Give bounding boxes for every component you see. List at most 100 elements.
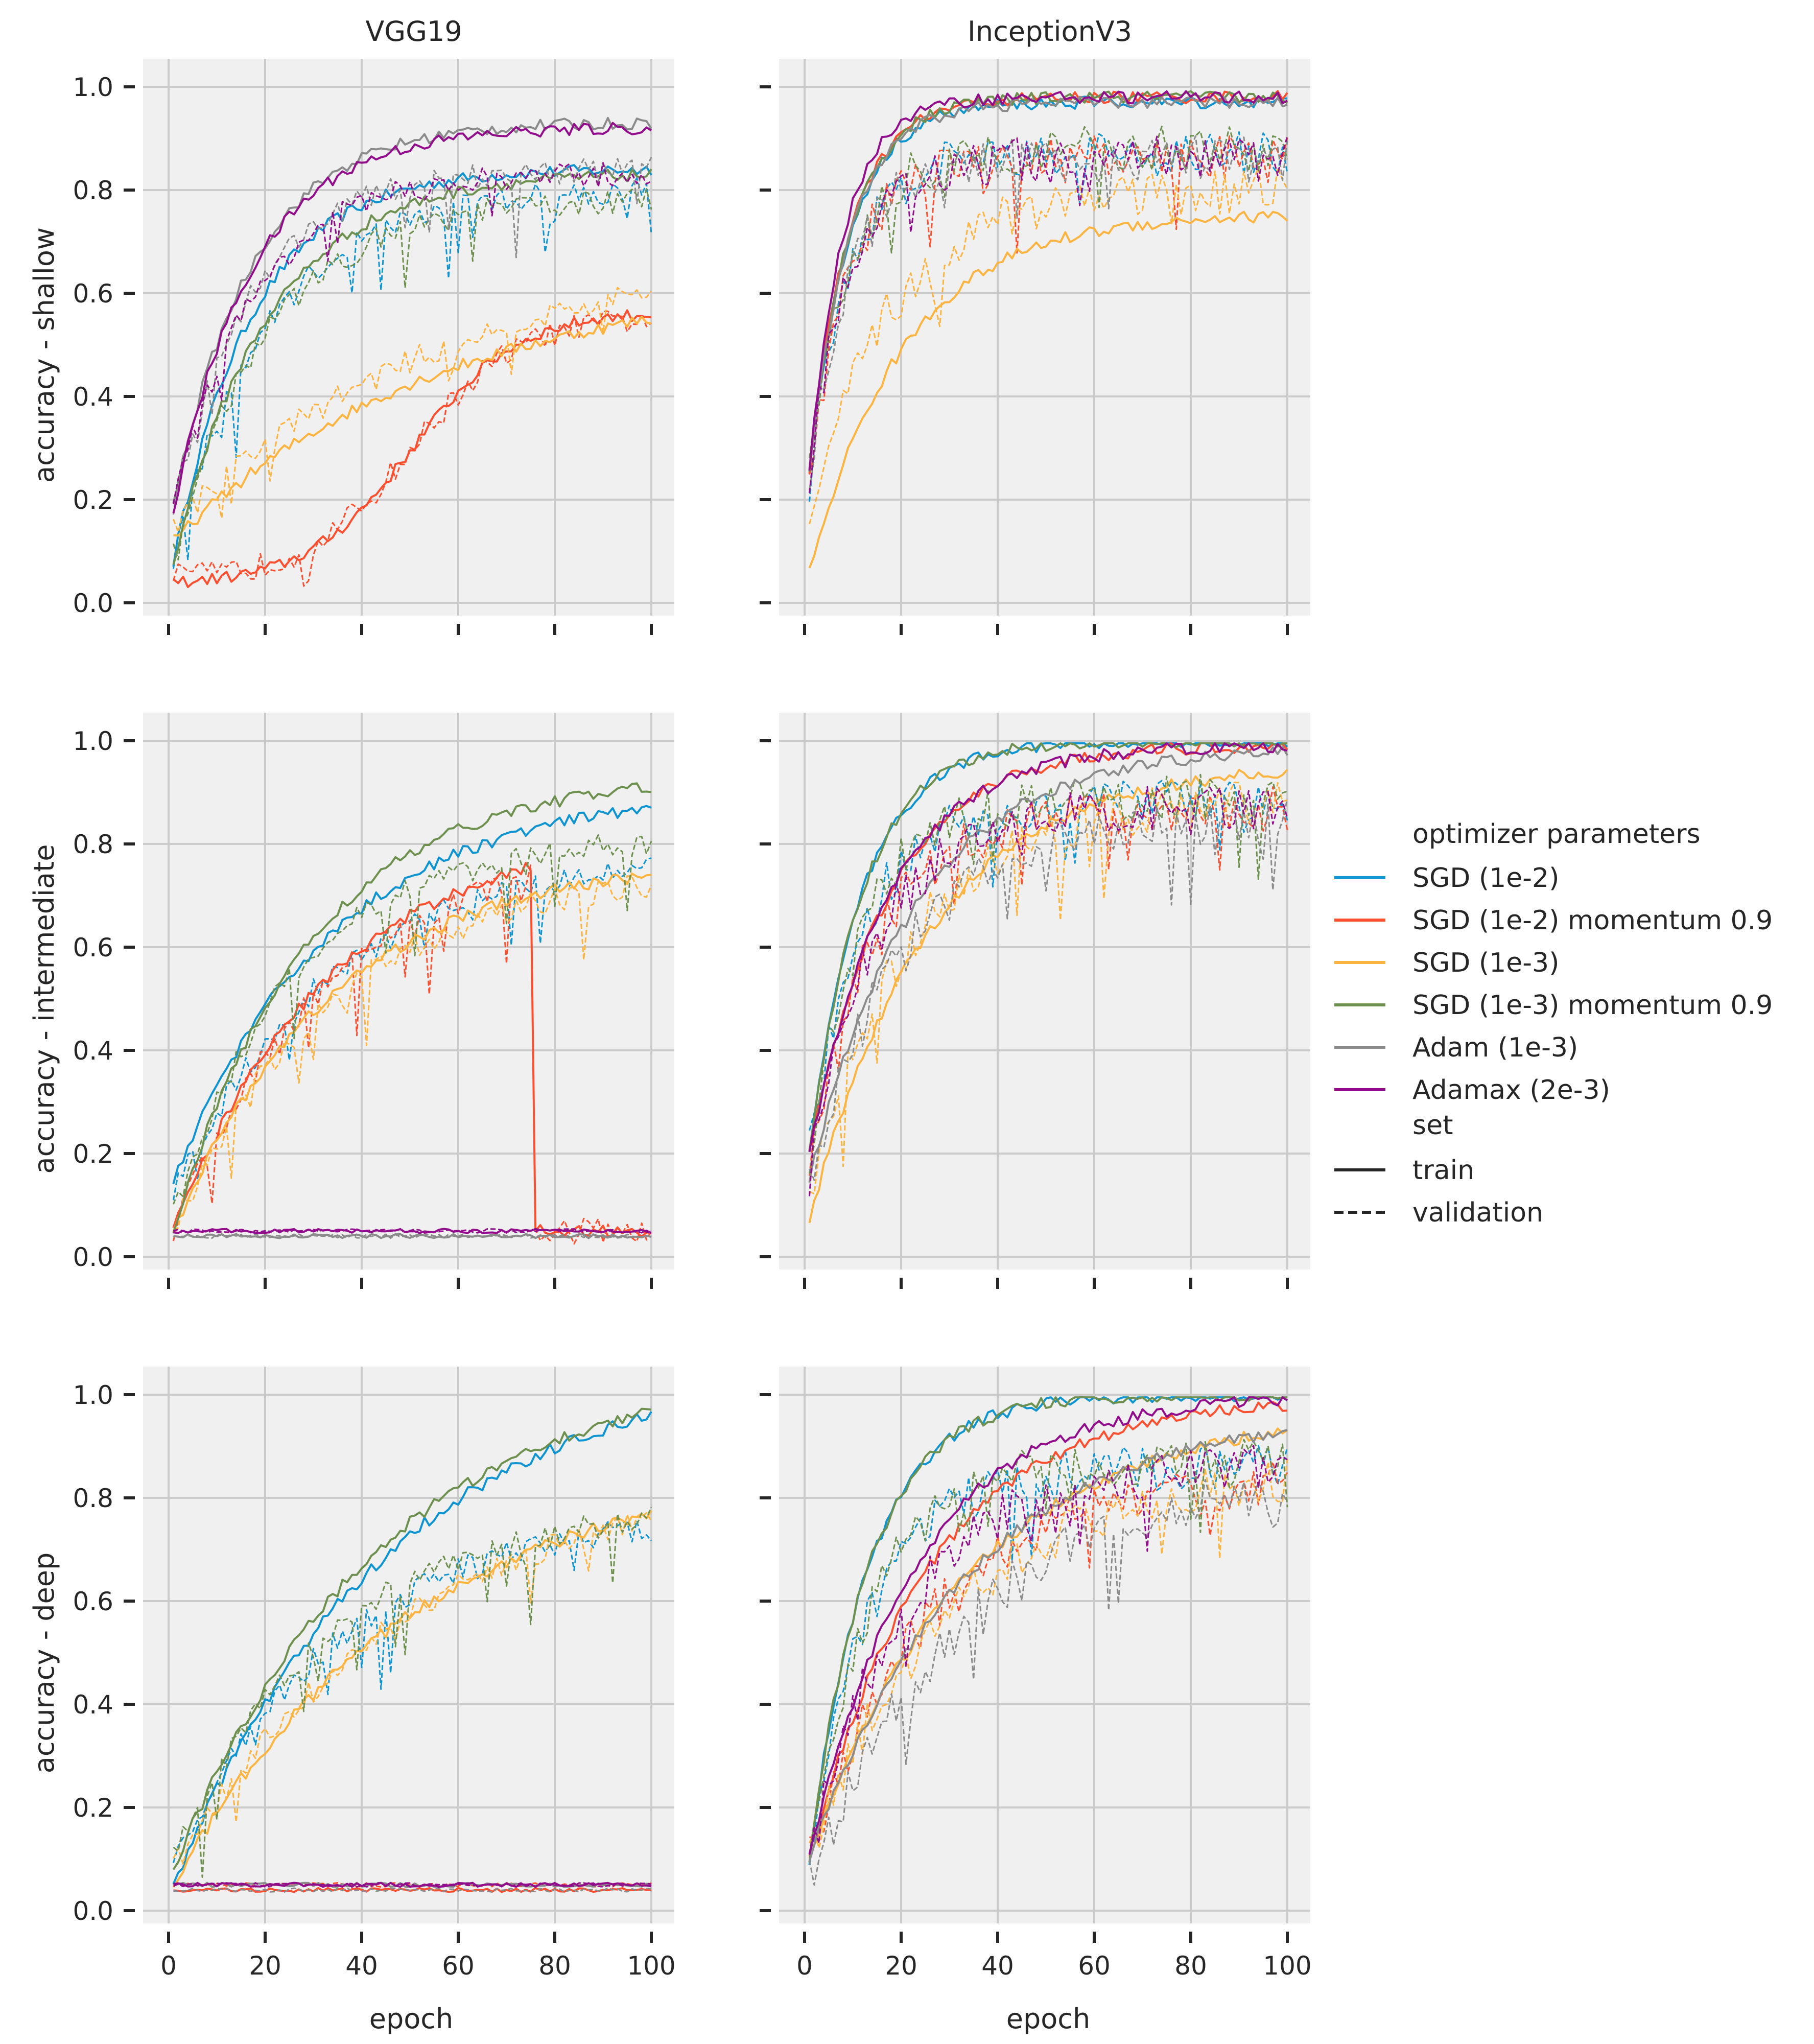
- series-adam-1e-3--train: [808, 1429, 1288, 1862]
- series-sgd-1e-3-momentum-0-9-validation: [173, 1507, 652, 1878]
- series-sgd-1e-2-momentum-0-9-validation: [809, 135, 1288, 475]
- x-tick-label: 20: [885, 1951, 917, 1981]
- series-sgd-1e-3--validation: [809, 167, 1288, 525]
- y-tick-label: 0.0: [73, 1896, 113, 1926]
- x-tick-label: 40: [345, 1951, 378, 1981]
- series-sgd-1e-2--train: [172, 1411, 652, 1885]
- series-sgd-1e-3--train: [808, 210, 1288, 569]
- series-sgd-1e-3-momentum-0-9-validation: [173, 834, 652, 1205]
- series-sgd-1e-3--validation: [172, 287, 652, 533]
- xlabel-vgg19: epoch: [369, 2003, 453, 2035]
- series-adamax-2e-3--validation: [173, 1228, 652, 1234]
- series-sgd-1e-3--train: [172, 1510, 652, 1888]
- panel-1-1: [760, 713, 1310, 1289]
- series-adamax-2e-3--validation: [809, 786, 1288, 1196]
- plot-area: [143, 1367, 674, 1923]
- panel-2-0: 0.0 0.2 0.4 0.6 0.8 1.0 0 20 40 60 80 100: [73, 1367, 676, 1981]
- y-tick-label: 0.6: [73, 279, 113, 309]
- x-tick-label: 80: [538, 1951, 571, 1981]
- series-sgd-1e-3--validation: [809, 1459, 1288, 1849]
- series-sgd-1e-3--validation: [173, 875, 652, 1229]
- series-sgd-1e-2-momentum-0-9-train: [173, 1887, 652, 1893]
- series-sgd-1e-2--validation: [172, 1520, 652, 1863]
- series-sgd-1e-3-momentum-0-9-train: [808, 742, 1288, 1151]
- x-tick-label: 0: [796, 1951, 813, 1981]
- plot-area: [779, 59, 1310, 616]
- series-sgd-1e-2--validation: [809, 131, 1288, 502]
- legend-label-series: SGD (1e-2) momentum 0.9: [1412, 905, 1773, 936]
- series-sgd-1e-3-momentum-0-9-validation: [809, 773, 1288, 1174]
- series-adamax-2e-3--train: [172, 122, 652, 514]
- series-sgd-1e-2--train: [172, 164, 652, 567]
- y-tick-label: 0.2: [73, 1139, 113, 1169]
- x-tick-label: 60: [1078, 1951, 1111, 1981]
- legend: optimizer parameters SGD (1e-2) SGD (1e-2…: [1334, 819, 1773, 1228]
- plot-area: [779, 1367, 1310, 1923]
- y-tick-label: 1.0: [73, 726, 113, 756]
- panels-group: 0.00.20.40.60.81.00.00.20.40.60.81.00.00…: [73, 59, 1312, 1981]
- series-sgd-1e-2--train: [172, 805, 652, 1184]
- y-tick-label: 0.8: [73, 176, 113, 205]
- row-label-deep: accuracy - deep: [28, 1553, 60, 1773]
- series-adamax-2e-3--validation: [809, 135, 1288, 494]
- series-adam-1e-3--validation: [809, 798, 1288, 1181]
- y-tick-label: 0.0: [73, 589, 113, 618]
- series-adam-1e-3--validation: [173, 1233, 652, 1239]
- x-tick-label: 100: [627, 1951, 675, 1981]
- x-tick-label: 60: [442, 1951, 475, 1981]
- row-label-intermediate: accuracy - intermediate: [28, 844, 60, 1174]
- x-tick-label: 80: [1174, 1951, 1207, 1981]
- series-sgd-1e-3-momentum-0-9-validation: [809, 1439, 1288, 1854]
- series-adamax-2e-3--train: [808, 1396, 1288, 1855]
- panel-1-0: 0.0 0.2 0.4 0.6 0.8 1.0: [73, 713, 674, 1289]
- legend-label-series: SGD (1e-2): [1412, 863, 1559, 894]
- legend-title-set: set: [1412, 1110, 1453, 1141]
- panel-0-1: [760, 59, 1310, 635]
- series-adam-1e-3--validation: [809, 135, 1288, 490]
- series-sgd-1e-2-momentum-0-9-validation: [172, 310, 652, 587]
- series-adamax-2e-3--train: [173, 1228, 652, 1234]
- col-title-inceptionv3: InceptionV3: [968, 15, 1132, 48]
- y-tick-label: 0.6: [73, 1587, 113, 1616]
- y-tick-label: 0.4: [73, 1036, 113, 1066]
- series-sgd-1e-2-momentum-0-9-validation: [809, 1461, 1288, 1839]
- x-tick-label: 0: [160, 1951, 177, 1981]
- series-sgd-1e-3-momentum-0-9-train: [172, 1407, 652, 1870]
- y-tick-label: 0.8: [73, 830, 113, 859]
- series-adamax-2e-3--train: [808, 90, 1288, 471]
- series-sgd-1e-3--train: [173, 316, 652, 537]
- legend-label-series: Adam (1e-3): [1412, 1032, 1578, 1063]
- y-tick-label: 0.4: [73, 382, 113, 412]
- legend-title-optimizer: optimizer parameters: [1412, 819, 1701, 850]
- y-tick-label: 1.0: [73, 1380, 113, 1410]
- series-adamax-2e-3--train: [173, 1882, 652, 1888]
- legend-label-validation: validation: [1412, 1197, 1543, 1228]
- y-tick-label: 0.8: [73, 1484, 113, 1513]
- x-tick-label: 20: [249, 1951, 281, 1981]
- legend-label-train: train: [1412, 1155, 1474, 1186]
- series-adam-1e-3--train: [808, 745, 1288, 1183]
- series-adamax-2e-3--validation: [809, 1445, 1288, 1855]
- xlabel-inceptionv3: epoch: [1006, 2003, 1090, 2035]
- col-title-vgg19: VGG19: [365, 15, 462, 48]
- legend-label-series: SGD (1e-3) momentum 0.9: [1412, 990, 1773, 1021]
- series-sgd-1e-2-momentum-0-9-train: [172, 862, 652, 1238]
- y-tick-label: 1.0: [73, 73, 113, 102]
- series-adam-1e-3--validation: [809, 1478, 1288, 1886]
- series-sgd-1e-2-momentum-0-9-validation: [809, 786, 1288, 1176]
- legend-label-series: SGD (1e-3): [1412, 948, 1559, 978]
- series-sgd-1e-3-momentum-0-9-train: [808, 1396, 1287, 1863]
- series-sgd-1e-2-momentum-0-9-train: [808, 1401, 1288, 1857]
- y-tick-label: 0.2: [73, 485, 113, 515]
- y-tick-label: 0.4: [73, 1690, 113, 1720]
- series-adamax-2e-3--train: [808, 742, 1288, 1153]
- y-tick-label: 0.2: [73, 1793, 113, 1823]
- series-sgd-1e-3--train: [172, 873, 652, 1233]
- row-label-shallow: accuracy - shallow: [28, 227, 60, 483]
- x-tick-label: 40: [981, 1951, 1014, 1981]
- series-adam-1e-3--train: [808, 96, 1288, 469]
- series-adam-1e-3--validation: [172, 157, 652, 515]
- series-adam-1e-3--train: [172, 116, 652, 503]
- series-adamax-2e-3--validation: [173, 1882, 652, 1888]
- panel-0-0: 0.0 0.2 0.4 0.6 0.8 1.0: [73, 59, 674, 635]
